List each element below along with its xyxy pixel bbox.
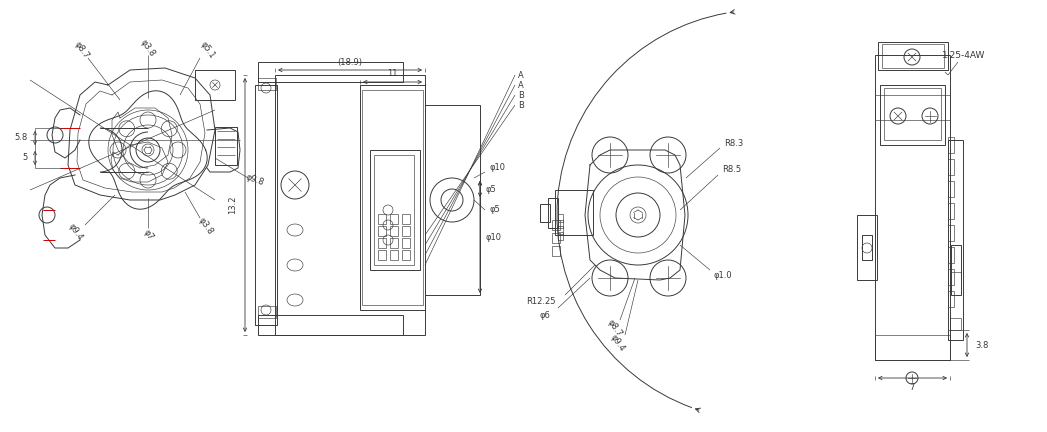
- Bar: [389, 226, 398, 236]
- Text: B: B: [518, 101, 524, 109]
- Text: R12.25: R12.25: [527, 298, 556, 306]
- Text: φ5: φ5: [486, 185, 496, 194]
- Text: A: A: [518, 80, 524, 89]
- Bar: [402, 238, 410, 248]
- Text: (18.9): (18.9): [337, 57, 362, 67]
- Bar: [948, 140, 963, 340]
- Bar: [558, 226, 563, 234]
- Bar: [948, 159, 954, 175]
- Bar: [258, 306, 276, 318]
- Bar: [558, 232, 563, 240]
- Text: φ7: φ7: [141, 228, 155, 242]
- Bar: [950, 318, 961, 330]
- Text: φ3.8: φ3.8: [197, 216, 215, 236]
- Bar: [195, 70, 235, 100]
- Bar: [558, 220, 563, 228]
- Text: B: B: [518, 90, 524, 99]
- Bar: [378, 250, 386, 260]
- Text: 3.8: 3.8: [975, 340, 988, 349]
- Text: φ10: φ10: [486, 232, 502, 241]
- Text: φ9.4: φ9.4: [67, 222, 85, 242]
- Bar: [552, 233, 560, 243]
- Text: 7: 7: [909, 384, 915, 393]
- Bar: [378, 214, 386, 224]
- Text: φ9.8: φ9.8: [245, 172, 265, 187]
- Bar: [555, 190, 593, 235]
- Bar: [275, 75, 425, 335]
- Bar: [884, 88, 941, 140]
- Bar: [552, 246, 560, 256]
- Bar: [389, 214, 398, 224]
- Bar: [548, 198, 558, 228]
- Text: 5.8: 5.8: [15, 133, 28, 143]
- Bar: [882, 44, 944, 68]
- Bar: [255, 85, 277, 325]
- Bar: [370, 150, 420, 270]
- Bar: [540, 204, 550, 222]
- Bar: [875, 335, 950, 360]
- Bar: [402, 214, 410, 224]
- Bar: [875, 95, 950, 120]
- Text: φ1.0: φ1.0: [714, 270, 733, 280]
- Text: φ8.7: φ8.7: [606, 318, 624, 338]
- Bar: [948, 203, 954, 219]
- Text: φ3.8: φ3.8: [139, 38, 157, 58]
- Bar: [258, 78, 276, 90]
- Bar: [374, 155, 414, 265]
- Bar: [389, 250, 398, 260]
- Bar: [948, 181, 954, 197]
- Text: 13.2: 13.2: [228, 196, 237, 214]
- Bar: [558, 214, 563, 222]
- Text: 1.25-4AW: 1.25-4AW: [941, 51, 985, 60]
- Text: φ5: φ5: [490, 206, 500, 215]
- Bar: [389, 238, 398, 248]
- Bar: [215, 127, 237, 165]
- Bar: [879, 85, 945, 145]
- Text: R8.5: R8.5: [722, 165, 741, 175]
- Text: 11: 11: [386, 69, 397, 77]
- Bar: [402, 226, 410, 236]
- Bar: [425, 105, 480, 295]
- Text: φ6: φ6: [539, 311, 550, 320]
- Bar: [948, 137, 954, 153]
- Bar: [878, 42, 948, 70]
- Text: A: A: [518, 70, 524, 79]
- Bar: [378, 238, 386, 248]
- Bar: [875, 55, 950, 360]
- Bar: [362, 90, 423, 305]
- Bar: [360, 85, 425, 310]
- Bar: [857, 215, 877, 280]
- Text: φ10: φ10: [490, 163, 506, 172]
- Bar: [378, 226, 386, 236]
- Text: R8.3: R8.3: [723, 139, 743, 147]
- Text: φ9.4: φ9.4: [609, 333, 627, 353]
- Bar: [948, 247, 954, 263]
- Text: φ8.7: φ8.7: [73, 40, 91, 60]
- Text: 5: 5: [23, 153, 28, 162]
- Bar: [552, 220, 560, 230]
- Bar: [948, 225, 954, 241]
- Bar: [402, 250, 410, 260]
- Bar: [258, 315, 403, 335]
- Bar: [948, 269, 954, 285]
- Bar: [862, 235, 872, 260]
- Bar: [951, 245, 961, 295]
- Bar: [258, 62, 403, 82]
- Text: φ5.1: φ5.1: [199, 40, 217, 60]
- Bar: [948, 291, 954, 307]
